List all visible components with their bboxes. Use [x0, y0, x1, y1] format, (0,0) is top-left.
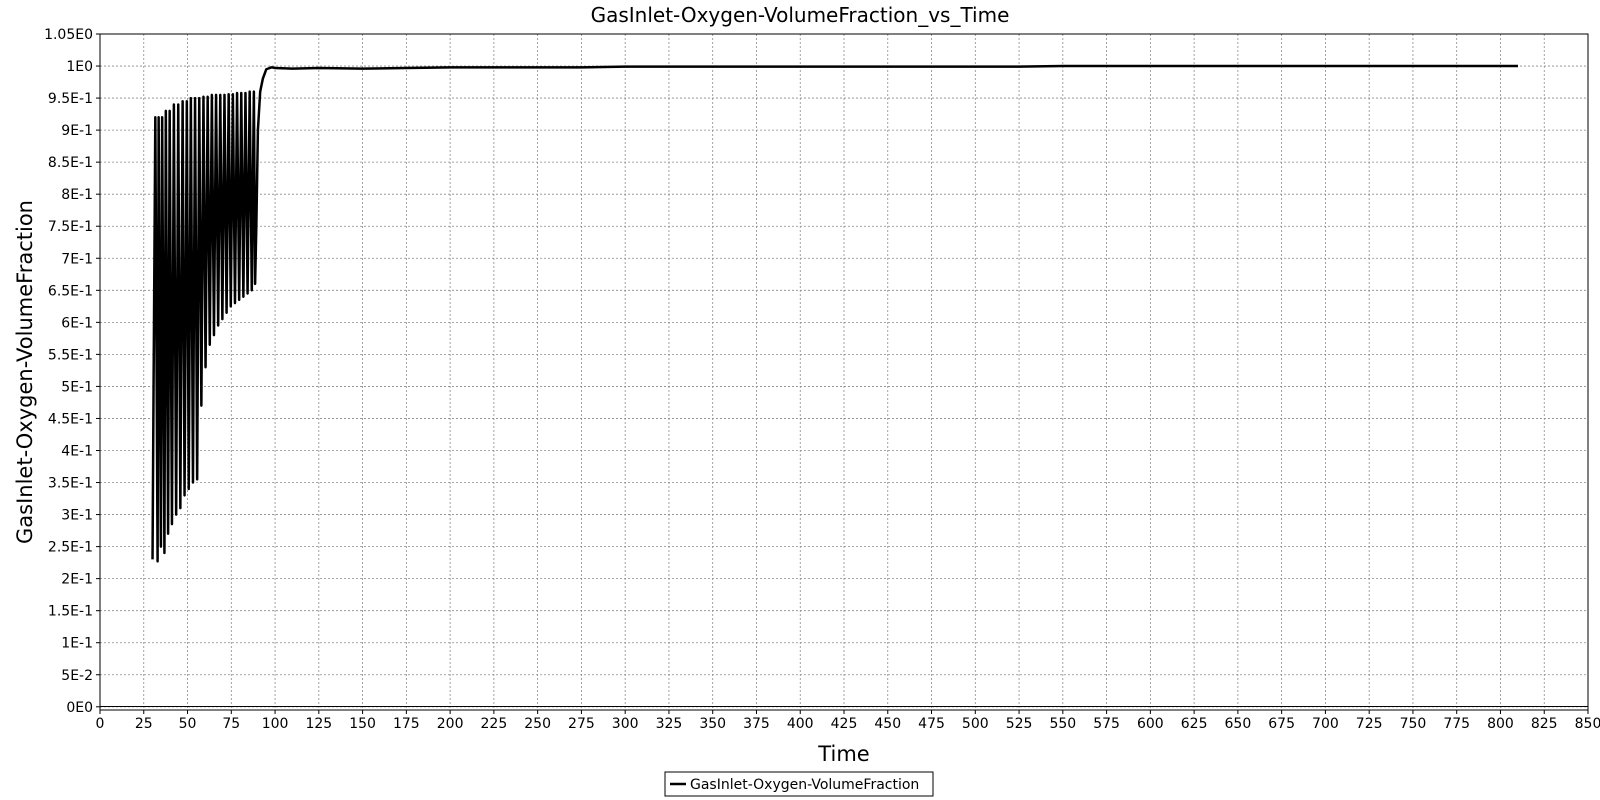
- x-tick-label: 825: [1531, 716, 1558, 732]
- y-tick-label: 0E0: [66, 700, 93, 716]
- x-tick-label: 800: [1487, 716, 1514, 732]
- x-tick-label: 775: [1443, 716, 1470, 732]
- y-tick-label: 3.5E-1: [48, 476, 93, 492]
- y-tick-label: 1.05E0: [44, 27, 93, 43]
- legend-item-label: GasInlet-Oxygen-VolumeFraction: [690, 777, 919, 793]
- x-tick-label: 700: [1312, 716, 1339, 732]
- x-tick-label: 600: [1137, 716, 1164, 732]
- y-axis-ticks: 0E0 5E-2 1E-1 1.5E-1 2E-1 2.5E-1 3E-1 3.5E-1 4E-…: [44, 27, 100, 716]
- x-tick-label: 375: [743, 716, 770, 732]
- y-tick-label: 1E-1: [61, 636, 93, 652]
- y-tick-label: 8.5E-1: [48, 155, 93, 171]
- x-tick-label: 625: [1181, 716, 1208, 732]
- x-tick-label: 300: [612, 716, 639, 732]
- y-tick-label: 8E-1: [61, 187, 93, 203]
- x-axis-ticks: 0 25 50 75 100 125 150 175 200 225 250 275 300 325 350…: [96, 710, 1600, 732]
- x-tick-label: 275: [568, 716, 595, 732]
- y-tick-label: 5E-2: [61, 668, 93, 684]
- x-tick-label: 200: [437, 716, 464, 732]
- y-tick-label: 7E-1: [61, 251, 93, 267]
- y-tick-label: 1.5E-1: [48, 604, 93, 620]
- x-tick-label: 125: [305, 716, 332, 732]
- series-line-0: [151, 64, 1518, 563]
- x-tick-label: 550: [1049, 716, 1076, 732]
- x-tick-label: 50: [179, 716, 197, 732]
- x-tick-label: 425: [831, 716, 858, 732]
- x-tick-label: 500: [962, 716, 989, 732]
- x-tick-label: 100: [262, 716, 289, 732]
- y-tick-label: 5.5E-1: [48, 347, 93, 363]
- x-tick-label: 400: [787, 716, 814, 732]
- y-tick-label: 1E0: [66, 59, 93, 75]
- y-tick-label: 5E-1: [61, 379, 93, 395]
- x-tick-label: 75: [222, 716, 240, 732]
- x-tick-label: 750: [1400, 716, 1427, 732]
- grid: [99, 33, 1589, 710]
- series-layer: [151, 64, 1518, 563]
- x-tick-label: 350: [699, 716, 726, 732]
- x-tick-label: 250: [524, 716, 551, 732]
- plot-area-frame: [99, 33, 1589, 711]
- chart-title: GasInlet-Oxygen-VolumeFraction_vs_Time: [591, 3, 1010, 27]
- y-tick-label: 6.5E-1: [48, 283, 93, 299]
- y-tick-label: 7.5E-1: [48, 219, 93, 235]
- y-tick-label: 2.5E-1: [48, 540, 93, 556]
- legend: GasInlet-Oxygen-VolumeFraction: [664, 771, 934, 797]
- x-tick-label: 575: [1093, 716, 1120, 732]
- y-tick-label: 6E-1: [61, 315, 93, 331]
- y-axis-label: GasInlet-Oxygen-VolumeFraction: [13, 200, 37, 544]
- legend-box: [664, 771, 934, 797]
- y-tick-label: 9E-1: [61, 123, 93, 139]
- y-tick-label: 4E-1: [61, 443, 93, 459]
- y-tick-label: 4.5E-1: [48, 411, 93, 427]
- x-tick-label: 325: [656, 716, 683, 732]
- x-tick-label: 225: [481, 716, 508, 732]
- x-tick-label: 650: [1225, 716, 1252, 732]
- x-tick-label: 725: [1356, 716, 1383, 732]
- y-tick-label: 3E-1: [61, 508, 93, 524]
- x-tick-label: 475: [918, 716, 945, 732]
- x-tick-label: 450: [874, 716, 901, 732]
- x-tick-label: 0: [96, 716, 105, 732]
- x-tick-label: 25: [135, 716, 153, 732]
- x-axis-label: Time: [817, 742, 869, 766]
- x-tick-label: 525: [1006, 716, 1033, 732]
- x-tick-label: 675: [1268, 716, 1295, 732]
- y-tick-label: 2E-1: [61, 572, 93, 588]
- y-tick-label: 9.5E-1: [48, 91, 93, 107]
- x-tick-label: 850: [1575, 716, 1600, 732]
- x-tick-label: 175: [393, 716, 420, 732]
- x-tick-label: 150: [349, 716, 376, 732]
